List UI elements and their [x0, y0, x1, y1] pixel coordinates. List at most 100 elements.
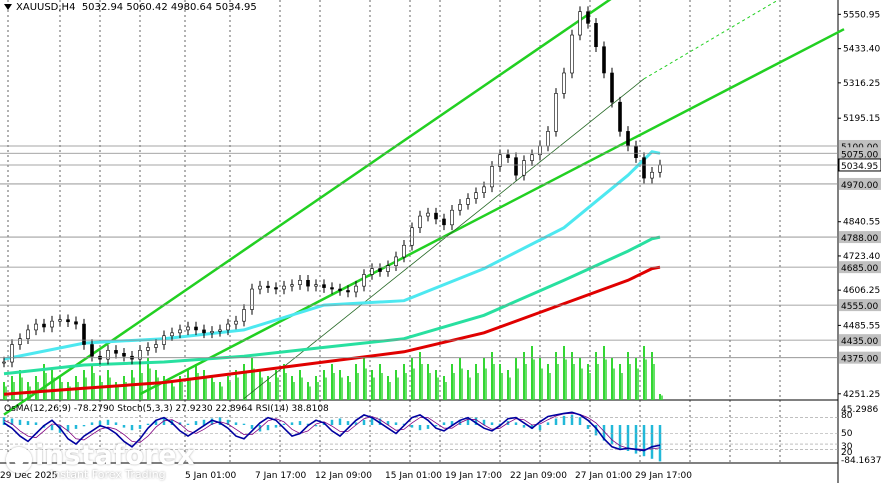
level-label: 4435.00 [841, 337, 878, 347]
candle-body [570, 34, 574, 74]
symbol-label: XAUUSD,H4 [16, 2, 76, 13]
level-label-box [839, 147, 881, 160]
level-label: 5075.00 [841, 150, 878, 160]
price-tick-label: 5550.95 [843, 10, 880, 20]
indicator-axis-label: 30 [841, 442, 853, 452]
candle-body [466, 198, 470, 205]
candle-body [546, 131, 550, 147]
candle-body [506, 154, 510, 158]
candle-body [234, 320, 238, 325]
level-label-box [839, 177, 881, 190]
instaforex-watermark: instaforex Instant Forex Trading [6, 440, 196, 481]
candle-body [42, 323, 46, 328]
candle-body [274, 287, 278, 290]
candle-body [10, 344, 14, 363]
candle-body [642, 157, 646, 179]
dropdown-arrow-icon[interactable] [4, 4, 12, 10]
indicator-header: OsMA(12,26,9) -78.2790 Stoch(5,3,3) 27.9… [4, 404, 329, 414]
candle-body [498, 154, 502, 167]
candle-body [386, 265, 390, 272]
ma-mid-line [3, 235, 661, 376]
time-axis-label: 12 Jan 09:00 [315, 471, 372, 481]
candle-body [426, 212, 430, 217]
time-axis-label: 29 Jan 17:00 [635, 471, 692, 481]
time-axis-label: 22 Jan 09:00 [510, 471, 567, 481]
candle-body [194, 326, 198, 331]
indicator-axis-label: 50 [841, 429, 853, 439]
candle-body [322, 284, 326, 288]
candle-body [434, 212, 438, 220]
indicator-axis-label: -84.1637 [841, 456, 881, 466]
candle-body [458, 204, 462, 211]
candle-body [418, 215, 422, 229]
candle-body [562, 72, 566, 94]
candle-body [170, 332, 174, 337]
candle-body [402, 244, 406, 258]
candle-body [218, 329, 222, 332]
candle-body [578, 11, 582, 36]
candle-body [522, 160, 526, 176]
time-axis-label: 15 Jan 01:00 [385, 471, 442, 481]
level-label: 5034.95 [841, 162, 878, 172]
watermark-brand: instaforex [35, 440, 196, 471]
candle-body [2, 361, 6, 364]
level-label-box [839, 299, 881, 312]
candle-body [490, 166, 494, 188]
chart-header: XAUUSD,H4 5032.94 5060.42 4980.64 5034.9… [4, 2, 257, 13]
candle-body [330, 287, 334, 290]
candle-body [290, 284, 294, 287]
level-label: 4970.00 [841, 181, 878, 191]
candle-body [354, 285, 358, 293]
instaforex-logo-icon [6, 446, 32, 473]
candle-body [594, 23, 598, 48]
candle-body [122, 352, 126, 357]
candle-body [306, 279, 310, 287]
candle-body [650, 171, 654, 179]
candle-body [362, 274, 366, 287]
candle-body [58, 319, 62, 322]
time-axis-label: 19 Jan 17:00 [445, 471, 502, 481]
ohlc-values: 5032.94 5060.42 4980.64 5034.95 [81, 2, 257, 13]
price-tick-label: 4840.55 [843, 218, 880, 228]
price-tick-label: 5316.25 [843, 79, 880, 89]
candle-body [26, 329, 30, 339]
candle-body [18, 338, 22, 345]
level-label: 4555.00 [841, 302, 878, 312]
candle-body [314, 284, 318, 287]
candle-body [106, 350, 110, 360]
candle-body [514, 157, 518, 176]
level-label: 4375.00 [841, 355, 878, 365]
candle-body [298, 279, 302, 285]
candle-body [634, 145, 638, 158]
candle-body [602, 46, 606, 74]
candle-body [202, 329, 206, 334]
candle-body [186, 326, 190, 331]
level-label: 4685.00 [841, 264, 878, 274]
candle-body [82, 323, 86, 345]
price-tick-label: 4485.55 [843, 321, 880, 331]
candle-body [530, 154, 534, 161]
candle-body [626, 131, 630, 147]
candle-body [474, 192, 478, 199]
watermark-tagline: Instant Forex Trading [50, 468, 166, 481]
candle-body [450, 209, 454, 226]
level-label-box [839, 334, 881, 347]
time-axis-label: 5 Jan 01:00 [185, 471, 237, 481]
candle-body [114, 350, 118, 354]
candle-body [266, 285, 270, 288]
time-axis-label: 29 Dec 2025 [0, 471, 58, 481]
level-label-box [838, 158, 881, 172]
candle-body [34, 323, 38, 331]
volume-histogram [3, 346, 663, 400]
candle-body [66, 319, 70, 323]
indicator-axis-label: 45.2986 [841, 405, 878, 415]
candle-body [138, 350, 142, 360]
level-label: 4788.00 [841, 234, 878, 244]
channel-line [139, 28, 845, 396]
level-label-box [839, 231, 881, 244]
candle-body [410, 227, 414, 246]
candle-body [90, 344, 94, 357]
candle-body [282, 285, 286, 290]
candle-body [74, 321, 78, 325]
